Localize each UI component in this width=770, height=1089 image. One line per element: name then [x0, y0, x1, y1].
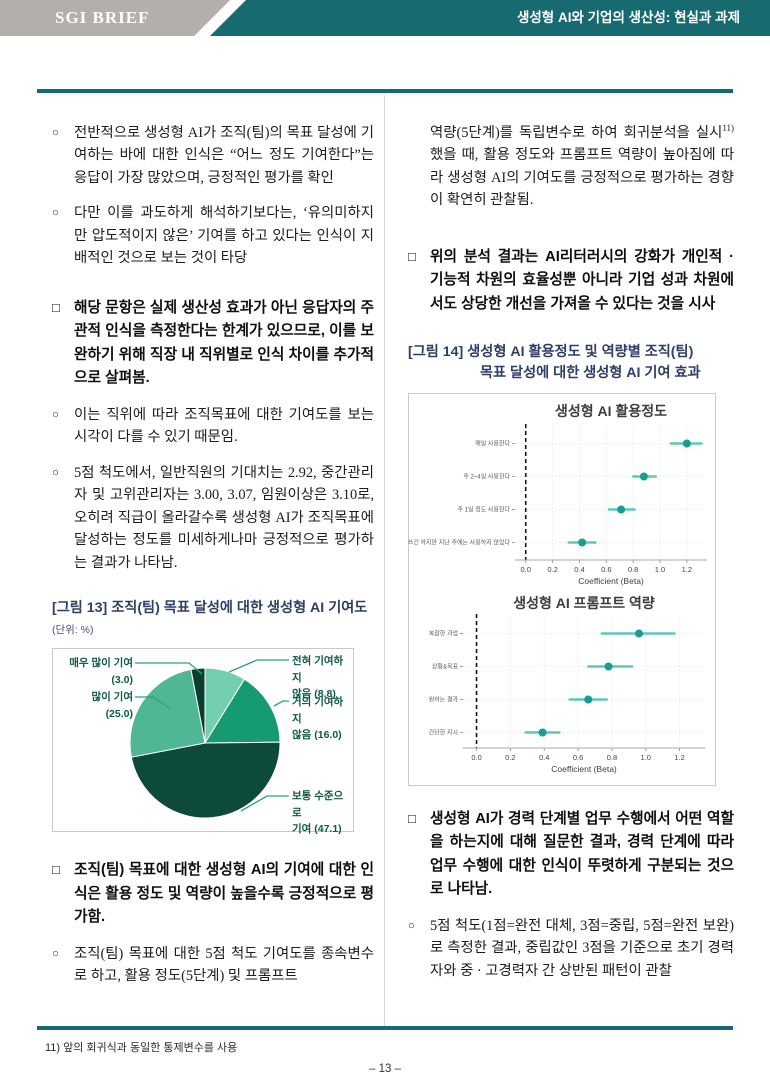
bullet-paragraph: ○ 전반적으로 생성형 AI가 조직(팀)의 목표 달성에 기여하는 바에 대한… — [52, 122, 374, 189]
bullet-paragraph: □ 해당 문항은 실제 생산성 효과가 아닌 응답자의 주관적 인식을 측정한다… — [52, 297, 374, 391]
document-title: 생성형 AI와 기업의 생산성: 현실과 과제 — [516, 10, 740, 25]
bullet-marker: □ — [52, 299, 60, 315]
pie-label-none: 전혀 기여하지 않음 (8.8) — [292, 655, 344, 700]
pie-label-little: 거의 기여하지 않음 (16.0) — [292, 696, 344, 741]
left-column: ○ 전반적으로 생성형 AI가 조직(팀)의 목표 달성에 기여하는 바에 대한… — [52, 122, 374, 1001]
footnote-text: 11) 앞의 회귀식과 동일한 통제변수를 사용 — [45, 1042, 238, 1054]
svg-text:생성형 AI 프롬프트 역량: 생성형 AI 프롬프트 역량 — [513, 595, 655, 611]
bullet-marker: ○ — [52, 408, 59, 421]
bullet-paragraph: ○ 5점 척도에서, 일반직원의 기대치는 2.92, 중간관리자 및 고위관리… — [52, 462, 374, 574]
svg-text:쓰긴 하지만 지난 주에는 사용하지 않았다: 쓰긴 하지만 지난 주에는 사용하지 않았다 — [408, 538, 511, 546]
column-divider — [384, 95, 385, 1026]
paragraph-text: 위의 분석 결과는 AI리터러시의 강화가 개인적 · 기능적 차원의 효율성뿐… — [430, 248, 734, 312]
svg-text:복잡한 과업: 복잡한 과업 — [429, 629, 458, 637]
pie-label-moderate: 보통 수준으로 기여 (47.1) — [292, 790, 344, 835]
continuation-paragraph: 역량(5단계)를 독립변수로 하여 회귀분석을 실시11)했을 때, 활용 정도… — [408, 122, 734, 212]
usage-frequency-dot-plot: 생성형 AI 활용정도 0.0 0.2 0.4 0.6 0.8 1.0 1.2 매일 사용한다주… — [408, 403, 707, 586]
figure13-pie-chart: 매우 많이 기여 (3.0) 많이 기여 (25.0) 전혀 기여하지 않음 (… — [52, 648, 354, 835]
footnote-reference: 11) — [722, 123, 734, 134]
right-column: 역량(5단계)를 독립변수로 하여 회귀분석을 실시11)했을 때, 활용 정도… — [408, 122, 734, 995]
svg-text:1.0: 1.0 — [641, 753, 651, 762]
svg-text:간단한 지시: 간단한 지시 — [429, 728, 458, 736]
bullet-marker: ○ — [52, 947, 59, 960]
svg-text:1.0: 1.0 — [655, 565, 665, 574]
prompt-skill-dot-plot: 생성형 AI 프롬프트 역량 0.0 0.2 0.4 0.6 0.8 1.0 1.2 복잡한 과… — [429, 595, 705, 774]
header-gray-block — [0, 0, 230, 36]
paragraph-text: 5점 척도에서, 일반직원의 기대치는 2.92, 중간관리자 및 고위관리자는… — [74, 464, 374, 571]
paragraph-text: 생성형 AI가 경력 단계별 업무 수행에서 어떤 역할을 하는지에 대해 질문… — [430, 810, 734, 898]
svg-text:0.6: 0.6 — [601, 565, 611, 574]
svg-text:주 1일 정도 사용한다: 주 1일 정도 사용한다 — [458, 505, 511, 513]
top-rule — [37, 89, 733, 93]
paragraph-text: 전반적으로 생성형 AI가 조직(팀)의 목표 달성에 기여하는 바에 대한 인… — [74, 125, 374, 186]
svg-text:원하는 결과: 원하는 결과 — [429, 695, 459, 703]
bullet-paragraph: □ 위의 분석 결과는 AI리터러시의 강화가 개인적 · 기능적 차원의 효율… — [408, 246, 734, 317]
svg-text:0.4: 0.4 — [539, 753, 549, 762]
paragraph-text: 역량(5단계)를 독립변수로 하여 회귀분석을 실시11)했을 때, 활용 정도… — [430, 123, 734, 209]
bullet-marker: □ — [52, 862, 60, 878]
paragraph-text: 다만 이를 과도하게 해석하기보다는, ‘유의미하지만 압도적이지 않은’ 기여… — [74, 205, 374, 267]
pie-label-very-much: 매우 많이 기여 (3.0) — [69, 657, 133, 686]
bullet-marker: ○ — [52, 207, 59, 220]
bullet-paragraph: ○ 다만 이를 과도하게 해석하기보다는, ‘유의미하지만 압도적이지 않은’ … — [52, 202, 374, 269]
svg-text:주 2~4일 사용한다: 주 2~4일 사용한다 — [463, 472, 510, 480]
svg-text:0.8: 0.8 — [628, 565, 638, 574]
bullet-paragraph: □ 생성형 AI가 경력 단계별 업무 수행에서 어떤 역할을 하는지에 대해 … — [408, 808, 734, 902]
figure13-title: [그림 13] 조직(팀) 목표 달성에 대한 생성형 AI 기여도 (단위: … — [52, 600, 368, 636]
bullet-paragraph: □ 조직(팀) 목표에 대한 생성형 AI의 기여에 대한 인식은 활용 정도 … — [52, 859, 374, 930]
svg-text:Coefficient (Beta): Coefficient (Beta) — [578, 576, 644, 586]
svg-text:1.2: 1.2 — [682, 565, 692, 574]
bullet-marker: ○ — [408, 919, 415, 932]
header-band: SGI BRIEF 생성형 AI와 기업의 생산성: 현실과 과제 — [0, 0, 770, 36]
paragraph-text: 조직(팀) 목표에 대한 5점 척도 기여도를 종속변수로 하고, 활용 정도(… — [74, 945, 374, 985]
paragraph-text: 5점 척도(1점=완전 대체, 3점=중립, 5점=완전 보완)로 측정한 결과… — [430, 917, 734, 979]
svg-text:0.2: 0.2 — [505, 753, 515, 762]
paragraph-text: 이는 직위에 따라 조직목표에 대한 기여도를 보는 시각이 다를 수 있기 때… — [74, 406, 374, 446]
bottom-rule — [37, 1026, 733, 1030]
svg-text:0.4: 0.4 — [574, 565, 584, 574]
bullet-paragraph: ○ 5점 척도(1점=완전 대체, 3점=중립, 5점=완전 보완)로 측정한 … — [408, 915, 734, 982]
svg-text:0.6: 0.6 — [573, 753, 583, 762]
paragraph-text: 조직(팀) 목표에 대한 생성형 AI의 기여에 대한 인식은 활용 정도 및 … — [74, 862, 374, 926]
paragraph-text: 해당 문항은 실제 생산성 효과가 아닌 응답자의 주관적 인식을 측정한다는 … — [74, 299, 374, 387]
svg-text:생성형 AI 활용정도: 생성형 AI 활용정도 — [555, 403, 667, 419]
bullet-marker: ○ — [52, 127, 59, 139]
bullet-paragraph: ○ 조직(팀) 목표에 대한 5점 척도 기여도를 종속변수로 하고, 활용 정… — [52, 943, 374, 988]
svg-text:0.0: 0.0 — [521, 565, 531, 574]
brand-logo-text: SGI BRIEF — [55, 8, 150, 27]
svg-text:매일 사용한다: 매일 사용한다 — [475, 439, 510, 447]
pie-label-much: 많이 기여 (25.0) — [91, 691, 133, 720]
svg-text:0.8: 0.8 — [607, 753, 617, 762]
figure13-unit: (단위: %) — [52, 623, 94, 636]
bullet-marker: □ — [408, 810, 416, 826]
svg-text:Coefficient (Beta): Coefficient (Beta) — [551, 764, 617, 774]
svg-text:1.2: 1.2 — [674, 753, 684, 762]
svg-text:0.0: 0.0 — [471, 753, 481, 762]
bullet-marker: □ — [408, 248, 416, 264]
page-number: – 13 – — [369, 1063, 401, 1075]
svg-text:0.2: 0.2 — [547, 565, 557, 574]
bullet-marker: ○ — [52, 466, 59, 479]
bullet-paragraph: ○ 이는 직위에 따라 조직목표에 대한 기여도를 보는 시각이 다를 수 있기… — [52, 404, 374, 449]
svg-text:상황&목표: 상황&목표 — [432, 662, 459, 670]
figure14-title: [그림 14] 생성형 AI 활용정도 및 역량별 조직(팀) 목표 달성에 대… — [408, 344, 701, 382]
